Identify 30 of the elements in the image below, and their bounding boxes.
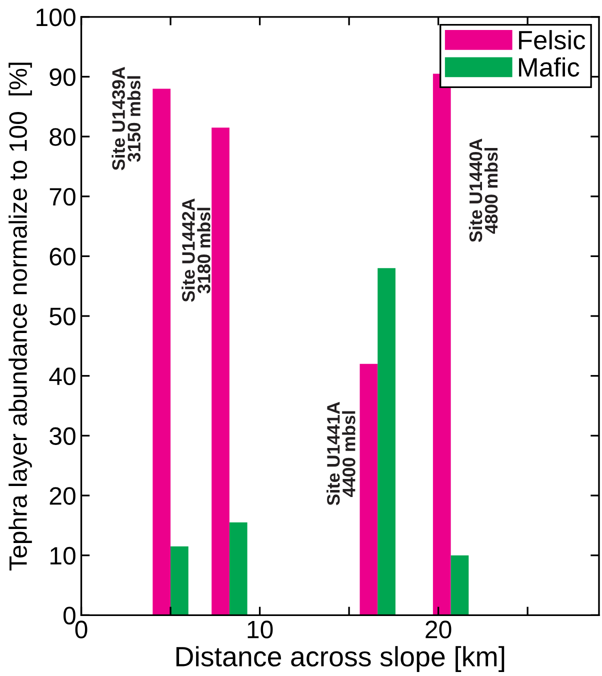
y-tick-label: 40 xyxy=(49,367,76,386)
y-tick-label: 50 xyxy=(50,308,76,326)
annotation: Site U1439A 3150 mbsl xyxy=(112,66,140,170)
y-tick-label: 0 xyxy=(63,606,76,624)
y-tick-label: 20 xyxy=(50,487,76,505)
annotation: Site U1440A 4800 mbsl xyxy=(468,138,498,242)
y-tick-label: 30 xyxy=(50,427,76,445)
x-tick-label: 0 xyxy=(75,620,88,638)
bar xyxy=(450,555,469,616)
y-tick-label: 60 xyxy=(50,248,76,266)
y-tick-label: 90 xyxy=(50,68,76,86)
bar xyxy=(432,74,451,616)
bar xyxy=(229,522,248,616)
y-tick-label: 10 xyxy=(50,546,76,565)
y-tick-label: 70 xyxy=(50,188,76,206)
bar xyxy=(170,546,188,616)
x-axis-title: Distance across slope [km] xyxy=(176,646,504,672)
y-tick-label: 100 xyxy=(36,8,76,26)
x-tick-label: 20 xyxy=(426,620,452,638)
legend-label: Mafic xyxy=(519,57,580,77)
y-axis-title: Tephra layer abundance normalize to 100 [%] xyxy=(8,62,32,570)
x-tick-label: 10 xyxy=(248,620,273,638)
annotation: Site U1441A 4400 mbsl xyxy=(326,402,356,506)
bar xyxy=(212,128,230,616)
bar xyxy=(378,268,396,616)
bar xyxy=(360,364,378,616)
legend-label: Felsic xyxy=(519,30,586,50)
y-tick-label: 80 xyxy=(50,128,76,146)
bar xyxy=(152,88,171,616)
annotation: Site U1442A 3180 mbsl xyxy=(182,198,210,302)
